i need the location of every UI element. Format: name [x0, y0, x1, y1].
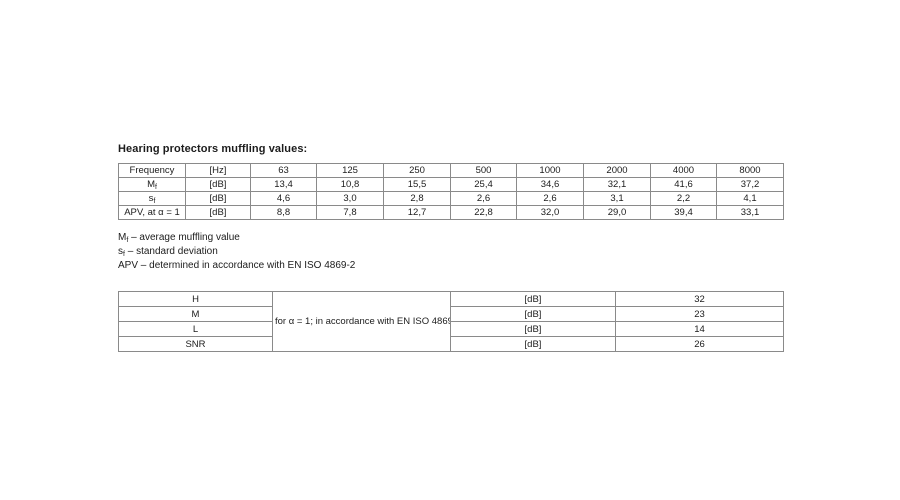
- mf-subscript: f: [126, 237, 129, 244]
- frequency-value-cell: 500: [450, 163, 517, 178]
- note-line-mf: Mf – average muffling value: [118, 231, 355, 245]
- row-label-cell: L: [118, 321, 273, 337]
- condition-note-cell: for α = 1; in accordance with EN ISO 486…: [272, 291, 451, 352]
- row-label-cell: M: [118, 306, 273, 322]
- note-line-apv: APV – determined in accordance with EN I…: [118, 259, 355, 273]
- mf-symbol: M: [118, 232, 127, 243]
- value-cell: 22,8: [450, 205, 517, 220]
- unit-cell: [dB]: [450, 306, 616, 322]
- frequency-header-cell: Frequency: [118, 163, 186, 178]
- unit-cell: [dB]: [450, 291, 616, 307]
- table-row-snr: SNR [dB] 26: [118, 336, 784, 352]
- value-cell: 34,6: [516, 177, 584, 192]
- table-row-frequency: Frequency [Hz] 63 125 250 500 1000 2000 …: [118, 163, 784, 178]
- row-label-cell: SNR: [118, 336, 273, 352]
- value-cell: 2,8: [383, 191, 451, 206]
- unit-cell: [dB]: [450, 336, 616, 352]
- frequency-value-cell: 63: [250, 163, 317, 178]
- page-title: Hearing protectors muffling values:: [118, 143, 308, 155]
- frequency-value-cell: 250: [383, 163, 451, 178]
- value-cell: 23: [615, 306, 784, 322]
- value-cell: 14: [615, 321, 784, 337]
- note-text: – average muffling value: [128, 232, 240, 243]
- table-row-stddev: sf [dB] 4,6 3,0 2,8 2,6 2,6 3,1 2,2 4,1: [118, 191, 784, 206]
- value-cell: 32: [615, 291, 784, 307]
- row-label-cell: H: [118, 291, 273, 307]
- value-cell: 37,2: [716, 177, 784, 192]
- value-cell: 39,4: [650, 205, 717, 220]
- frequency-value-cell: 8000: [716, 163, 784, 178]
- note-text: – standard deviation: [124, 245, 218, 257]
- table-row-mean: Mf [dB] 13,4 10,8 15,5 25,4 34,6 32,1 41…: [118, 177, 784, 192]
- frequency-value-cell: 2000: [583, 163, 651, 178]
- unit-cell: [dB]: [450, 321, 616, 337]
- value-cell: 32,1: [583, 177, 651, 192]
- sf-symbol: s: [148, 193, 154, 204]
- value-cell: 2,6: [450, 191, 517, 206]
- note-line-sf: sf – standard deviation: [118, 245, 355, 259]
- value-cell: 4,1: [716, 191, 784, 206]
- value-cell: 26: [615, 336, 784, 352]
- value-cell: 29,0: [583, 205, 651, 220]
- value-cell: 10,8: [316, 177, 384, 192]
- mf-subscript: f: [154, 184, 157, 191]
- value-cell: 15,5: [383, 177, 451, 192]
- unit-cell: [dB]: [185, 205, 251, 220]
- note-text: – determined in accordance with EN ISO 4…: [138, 259, 356, 271]
- value-cell: 2,2: [650, 191, 717, 206]
- sf-symbol: s: [118, 245, 123, 257]
- table-row-h: H for α = 1; in accordance with EN ISO 4…: [118, 291, 784, 352]
- unit-cell: [Hz]: [185, 163, 251, 178]
- legend-notes: Mf – average muffling value sf – standar…: [118, 231, 355, 272]
- unit-cell: [dB]: [185, 177, 251, 192]
- value-cell: 4,6: [250, 191, 317, 206]
- value-cell: 3,0: [316, 191, 384, 206]
- value-cell: 3,1: [583, 191, 651, 206]
- value-cell: 33,1: [716, 205, 784, 220]
- value-cell: 13,4: [250, 177, 317, 192]
- value-cell: 32,0: [516, 205, 584, 220]
- row-label-cell: Mf: [118, 177, 186, 192]
- muffling-values-table: Frequency [Hz] 63 125 250 500 1000 2000 …: [118, 163, 784, 220]
- table-row-apv: APV, at α = 1 [dB] 8,8 7,8 12,7 22,8 32,…: [118, 205, 784, 220]
- frequency-value-cell: 1000: [516, 163, 584, 178]
- frequency-value-cell: 125: [316, 163, 384, 178]
- row-label-cell: APV, at α = 1: [118, 205, 186, 220]
- hml-snr-table: H for α = 1; in accordance with EN ISO 4…: [118, 291, 784, 352]
- value-cell: 2,6: [516, 191, 584, 206]
- apv-symbol: APV: [118, 259, 139, 271]
- table-row-m: M [dB] 23: [118, 306, 784, 322]
- value-cell: 41,6: [650, 177, 717, 192]
- row-label-cell: sf: [118, 191, 186, 206]
- mf-symbol: M: [147, 179, 155, 190]
- table-row-l: L [dB] 14: [118, 321, 784, 337]
- value-cell: 25,4: [450, 177, 517, 192]
- value-cell: 12,7: [383, 205, 451, 220]
- value-cell: 7,8: [316, 205, 384, 220]
- unit-cell: [dB]: [185, 191, 251, 206]
- frequency-value-cell: 4000: [650, 163, 717, 178]
- sf-subscript: f: [153, 198, 156, 205]
- value-cell: 8,8: [250, 205, 317, 220]
- sf-subscript: f: [123, 250, 125, 258]
